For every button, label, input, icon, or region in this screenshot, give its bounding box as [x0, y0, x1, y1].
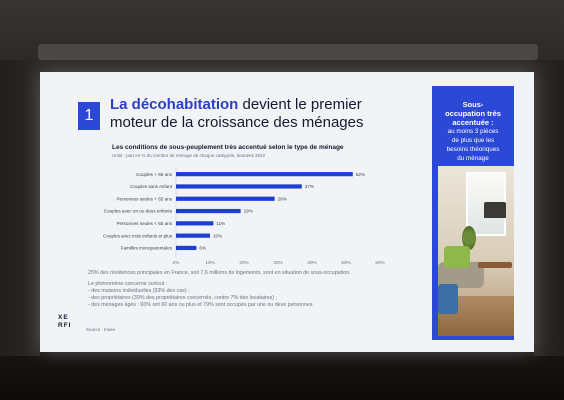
lamp: [484, 202, 506, 218]
category-label: Couples avec un ou deux enfants: [104, 209, 173, 214]
slide-title-accent: La décohabitation: [110, 96, 239, 113]
bar: [176, 233, 210, 238]
x-tick-label: 40%: [307, 260, 316, 265]
xerfi-logo: XE RFI: [58, 314, 74, 334]
chart-title: Les conditions de sous-peuplement très a…: [112, 144, 344, 151]
category-label: Couples sans enfant: [130, 184, 173, 189]
category-label: Personnes seules < 65 ans: [116, 221, 172, 226]
side-light-line: au moins 3 pièces: [447, 128, 499, 135]
slide-title: La décohabitation devient le premier mot…: [110, 96, 410, 132]
side-bold-line: Sous-: [462, 100, 484, 109]
bar: [176, 184, 302, 189]
bar-chart: Couples + 65 ans 52% Couples sans enfant 37…: [103, 166, 385, 265]
slide-number: 1: [78, 102, 100, 130]
logo-line: RFI: [58, 322, 72, 329]
chair: [438, 284, 458, 314]
note-line: - des propriétaires (39% des propriétair…: [88, 295, 278, 301]
side-table: [478, 262, 512, 268]
chart-subtitle: Unité : part en % du nombre de ménage de…: [112, 153, 266, 158]
side-light-line: de plus que les: [451, 137, 495, 144]
note-line: Le phénomène concerne surtout :: [88, 281, 168, 287]
bar: [176, 221, 214, 226]
living-room-photo: [438, 166, 514, 336]
side-panel-text: Sous- occupation très accentuée : au moi…: [432, 100, 514, 163]
bar-value-label: 6%: [199, 246, 206, 251]
note-line: - des maisons individuelles (93% des cas…: [88, 288, 190, 294]
category-label: Couples + 65 ans: [136, 172, 173, 177]
x-tick-label: 30%: [273, 260, 282, 265]
cushion: [444, 246, 470, 268]
notes-block: 25% des résidences principales en France…: [88, 270, 418, 309]
projected-slide: 1 La décohabitation devient le premier m…: [40, 72, 534, 352]
bar-value-label: 19%: [244, 209, 253, 214]
projector-screen-housing: [38, 44, 538, 60]
bar: [176, 208, 241, 214]
side-light-line: besoins théoriques: [446, 146, 500, 153]
note-main: 25% des résidences principales en France…: [88, 270, 351, 276]
side-light-line: du ménage: [457, 155, 489, 162]
room-wall-left: [0, 60, 40, 360]
side-bold-line: occupation très: [445, 109, 501, 118]
logo-line: XE: [58, 314, 69, 321]
bar: [176, 245, 197, 251]
x-tick-label: 60%: [375, 260, 384, 265]
side-bold-line: accentuée :: [452, 118, 494, 127]
note-line: - des ménages âgés : 60% ont 60 ans ou p…: [88, 302, 314, 308]
x-tick-label: 0%: [173, 260, 180, 265]
category-label: Couples avec trois enfants et plus: [103, 233, 173, 238]
bar-value-label: 52%: [356, 172, 365, 177]
bar-value-label: 11%: [216, 221, 225, 226]
bar-value-label: 10%: [213, 233, 222, 238]
x-tick-label: 50%: [341, 260, 350, 265]
category-label: Personnes seules + 65 ans: [116, 196, 172, 201]
plant: [462, 226, 476, 250]
room-wall-right: [534, 60, 564, 360]
bar: [176, 196, 275, 201]
room-ceiling: [0, 0, 564, 78]
bar: [176, 172, 353, 177]
x-tick-label: 20%: [239, 260, 248, 265]
bar-value-label: 29%: [278, 196, 287, 201]
room-floor: [0, 356, 564, 400]
bar-value-label: 37%: [305, 184, 314, 189]
x-tick-label: 10%: [205, 260, 214, 265]
category-label: Familles monoparentales: [121, 246, 173, 251]
slide-title-rest: devient le premier moteur de la croissan…: [110, 96, 364, 131]
side-panel: Sous- occupation très accentuée : au moi…: [432, 86, 514, 340]
source-note: Source : Insee: [86, 327, 116, 332]
